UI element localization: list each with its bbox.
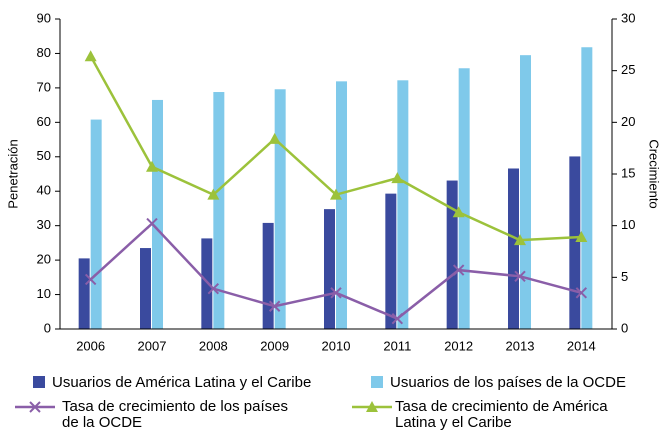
marker (84, 273, 97, 286)
x-tick-label: 2008 (199, 338, 228, 353)
y2-tick-label: 30 (621, 10, 635, 25)
y-tick-label: 0 (44, 320, 51, 335)
bar (458, 68, 470, 329)
y-tick-label: 10 (37, 286, 51, 301)
marker (391, 312, 404, 325)
legend-label: Tasa de crecimiento de los países de la … (62, 398, 288, 431)
x-tick-label: 2010 (322, 338, 351, 353)
x-tick-label: 2012 (444, 338, 473, 353)
bar (336, 81, 347, 329)
x-tick-label: 2011 (383, 338, 411, 353)
bar (385, 193, 397, 329)
y-tick-label: 50 (37, 148, 51, 163)
marker (207, 282, 220, 295)
y-tick-label: 30 (37, 217, 51, 232)
marker (575, 287, 588, 299)
y-tick-label: 90 (37, 10, 51, 25)
x-tick-label: 2007 (138, 338, 167, 353)
y2-tick-label: 5 (621, 269, 628, 284)
bar (569, 156, 581, 329)
marker (207, 188, 220, 200)
marker (268, 132, 281, 144)
x-tick-label: 2006 (76, 338, 105, 353)
marker (330, 287, 342, 299)
marker (84, 50, 97, 62)
y2-tick-label: 20 (621, 114, 635, 129)
legend-label: Usuarios de los países de la OCDE (390, 374, 626, 391)
marker (366, 401, 378, 412)
marker (452, 264, 465, 276)
bar (213, 92, 225, 330)
y-tick-label: 60 (37, 114, 51, 129)
bar (581, 47, 593, 329)
bar (90, 119, 102, 329)
marker (391, 172, 404, 184)
y-tick-label: 70 (37, 79, 51, 94)
x-tick-label: 2013 (506, 338, 535, 353)
marker (330, 188, 342, 200)
y2-tick-label: 0 (621, 320, 628, 335)
bar (446, 180, 458, 329)
bar (274, 89, 286, 330)
legend-label: Usuarios de América Latina y el Caribe (52, 374, 312, 391)
marker (268, 300, 281, 312)
bar (520, 55, 531, 330)
y2-tick-label: 10 (621, 217, 635, 232)
legend-swatch (371, 376, 383, 388)
bar (152, 99, 163, 329)
marker (146, 160, 158, 172)
x-tick-label: 2014 (567, 338, 596, 353)
marker (146, 217, 158, 230)
marker (514, 270, 526, 283)
y2-tick-label: 25 (621, 62, 635, 77)
y2-axis-label: Crecimiento (647, 139, 662, 208)
bar (397, 80, 409, 329)
marker (575, 231, 588, 243)
x-tick-label: 2009 (260, 338, 289, 353)
bar (140, 248, 151, 329)
bar (78, 258, 90, 329)
bar (201, 238, 213, 329)
bar (262, 222, 274, 329)
marker (514, 234, 526, 246)
y-tick-label: 20 (37, 252, 51, 267)
y2-tick-label: 15 (621, 165, 635, 180)
marker (452, 206, 465, 218)
legend-label: Tasa de crecimiento de América Latina y … (395, 398, 608, 431)
bar (508, 168, 519, 329)
legend-swatch (33, 376, 45, 388)
y-tick-label: 40 (37, 183, 51, 198)
marker (29, 401, 41, 413)
bar (324, 209, 335, 329)
y-axis-label: Penetración (5, 139, 20, 208)
y-tick-label: 80 (37, 45, 51, 60)
